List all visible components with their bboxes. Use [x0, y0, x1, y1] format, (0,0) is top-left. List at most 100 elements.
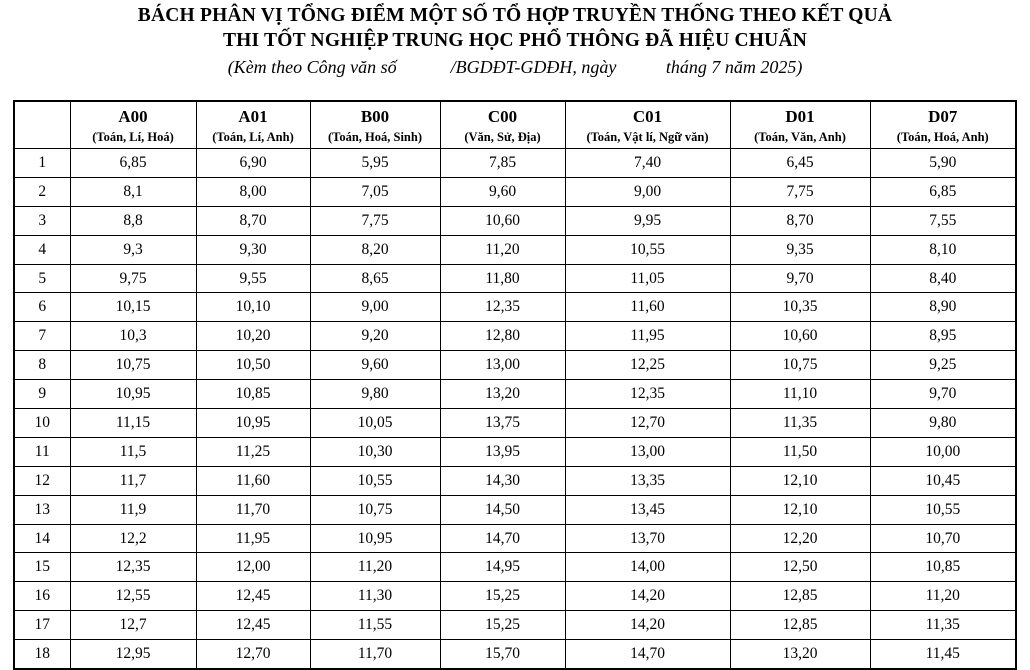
score-cell: 12,70 [564, 408, 731, 438]
row-number: 16 [13, 581, 71, 612]
table-row: 12 11,7 11,60 10,55 14,30 13,35 12,10 10,45 [13, 465, 1017, 496]
score-cell: 13,20 [729, 639, 871, 670]
table-row: 10 11,15 10,95 10,05 13,75 12,70 11,35 9,80 [13, 408, 1017, 438]
score-cell: 15,25 [439, 610, 566, 641]
score-cell: 10,35 [729, 292, 871, 323]
table-row: 2 8,1 8,00 7,05 9,60 9,00 7,75 6,85 [13, 176, 1017, 207]
score-cell: 12,20 [729, 523, 871, 554]
score-cell: 13,75 [439, 408, 566, 438]
score-cell: 11,9 [69, 494, 197, 525]
column-code: C01 [632, 107, 663, 126]
column-subjects: (Toán, Hoá, Sinh) [327, 130, 423, 144]
table-row: 9 10,95 10,85 9,80 13,20 12,35 11,10 9,70 [13, 379, 1017, 410]
score-cell: 10,95 [69, 379, 197, 410]
score-cell: 10,55 [564, 234, 731, 265]
score-cell: 9,30 [195, 234, 311, 265]
table-row: 13 11,9 11,70 10,75 14,50 13,45 12,10 10,55 [13, 494, 1017, 525]
table-row: 17 12,7 12,45 11,55 15,25 14,20 12,85 11,35 [13, 610, 1017, 641]
column-subjects: (Toán, Lí, Hoá) [92, 130, 174, 144]
table-row: 8 10,75 10,50 9,60 13,00 12,25 10,75 9,25 [13, 350, 1017, 381]
score-cell: 9,25 [869, 350, 1017, 381]
score-cell: 10,60 [439, 205, 566, 236]
score-cell: 11,45 [869, 639, 1017, 670]
row-number: 4 [13, 234, 71, 265]
score-cell: 6,85 [869, 176, 1017, 207]
score-cell: 11,20 [869, 581, 1017, 612]
table-row: 3 8,8 8,70 7,75 10,60 9,95 8,70 7,55 [13, 205, 1017, 236]
score-cell: 11,60 [195, 465, 311, 496]
score-cell: 11,25 [195, 436, 311, 467]
score-cell: 12,35 [69, 552, 197, 583]
table-row: 7 10,3 10,20 9,20 12,80 11,95 10,60 8,95 [13, 321, 1017, 352]
score-cell: 11,70 [309, 639, 441, 670]
score-cell: 11,55 [309, 610, 441, 641]
score-cell: 6,90 [195, 148, 311, 178]
score-cell: 8,20 [309, 234, 441, 265]
score-cell: 13,35 [564, 465, 731, 496]
score-cell: 8,90 [869, 292, 1017, 323]
row-number: 1 [13, 148, 71, 178]
row-number: 11 [13, 436, 71, 467]
score-cell: 12,70 [195, 639, 311, 670]
score-cell: 11,95 [195, 523, 311, 554]
title-line-1: BÁCH PHÂN VỊ TỔNG ĐIỂM MỘT SỐ TỔ HỢP TRU… [137, 5, 893, 26]
score-cell: 11,20 [309, 552, 441, 583]
column-subjects: (Toán, Văn, Anh) [754, 130, 846, 144]
score-cell: 15,25 [439, 581, 566, 612]
score-cell: 8,95 [869, 321, 1017, 352]
score-cell: 11,35 [729, 408, 871, 438]
column-code: D07 [928, 107, 958, 126]
score-cell: 10,85 [195, 379, 311, 410]
column-subjects: (Toán, Hoá, Anh) [896, 130, 989, 144]
table-row: 4 9,3 9,30 8,20 11,20 10,55 9,35 8,10 [13, 234, 1017, 265]
score-cell: 10,10 [195, 292, 311, 323]
score-cell: 13,00 [564, 436, 731, 467]
score-cell: 7,05 [309, 176, 441, 207]
score-cell: 10,70 [869, 523, 1017, 554]
table-row: 14 12,2 11,95 10,95 14,70 13,70 12,20 10,70 [13, 523, 1017, 554]
row-number: 12 [13, 465, 71, 496]
column-code: A00 [118, 107, 148, 126]
score-cell: 12,45 [195, 610, 311, 641]
table-row: 18 12,95 12,70 11,70 15,70 14,70 13,20 11,45 [13, 639, 1017, 670]
score-cell: 12,55 [69, 581, 197, 612]
column-header-c01: C01 (Toán, Vật lí, Ngữ văn) [564, 100, 731, 149]
row-number: 13 [13, 494, 71, 525]
column-code: D01 [785, 107, 815, 126]
row-number: 15 [13, 552, 71, 583]
score-cell: 8,65 [309, 263, 441, 294]
score-cell: 12,85 [729, 610, 871, 641]
score-cell: 11,7 [69, 465, 197, 496]
score-cell: 9,60 [439, 176, 566, 207]
score-cell: 6,45 [729, 148, 871, 178]
score-cell: 9,60 [309, 350, 441, 381]
score-cell: 11,10 [729, 379, 871, 410]
score-cell: 9,3 [69, 234, 197, 265]
table-row: 6 10,15 10,10 9,00 12,35 11,60 10,35 8,90 [13, 292, 1017, 323]
score-cell: 8,70 [195, 205, 311, 236]
score-cell: 14,00 [564, 552, 731, 583]
column-header-d07: D07 (Toán, Hoá, Anh) [869, 100, 1017, 149]
score-cell: 9,35 [729, 234, 871, 265]
table-row: 16 12,55 12,45 11,30 15,25 14,20 12,85 11,20 [13, 581, 1017, 612]
score-cell: 9,20 [309, 321, 441, 352]
score-cell: 14,70 [564, 639, 731, 670]
score-cell: 13,45 [564, 494, 731, 525]
row-number: 5 [13, 263, 71, 294]
row-number: 9 [13, 379, 71, 410]
document-title: BÁCH PHÂN VỊ TỔNG ĐIỂM MỘT SỐ TỔ HỢP TRU… [0, 0, 1030, 53]
score-cell: 13,95 [439, 436, 566, 467]
row-number: 2 [13, 176, 71, 207]
score-cell: 13,70 [564, 523, 731, 554]
score-cell: 12,7 [69, 610, 197, 641]
score-cell: 8,1 [69, 176, 197, 207]
row-number: 10 [13, 408, 71, 438]
score-cell: 12,25 [564, 350, 731, 381]
score-cell: 14,20 [564, 581, 731, 612]
score-cell: 9,95 [564, 205, 731, 236]
score-cell: 10,00 [869, 436, 1017, 467]
score-cell: 14,20 [564, 610, 731, 641]
score-cell: 7,40 [564, 148, 731, 178]
corner-cell [13, 100, 71, 149]
